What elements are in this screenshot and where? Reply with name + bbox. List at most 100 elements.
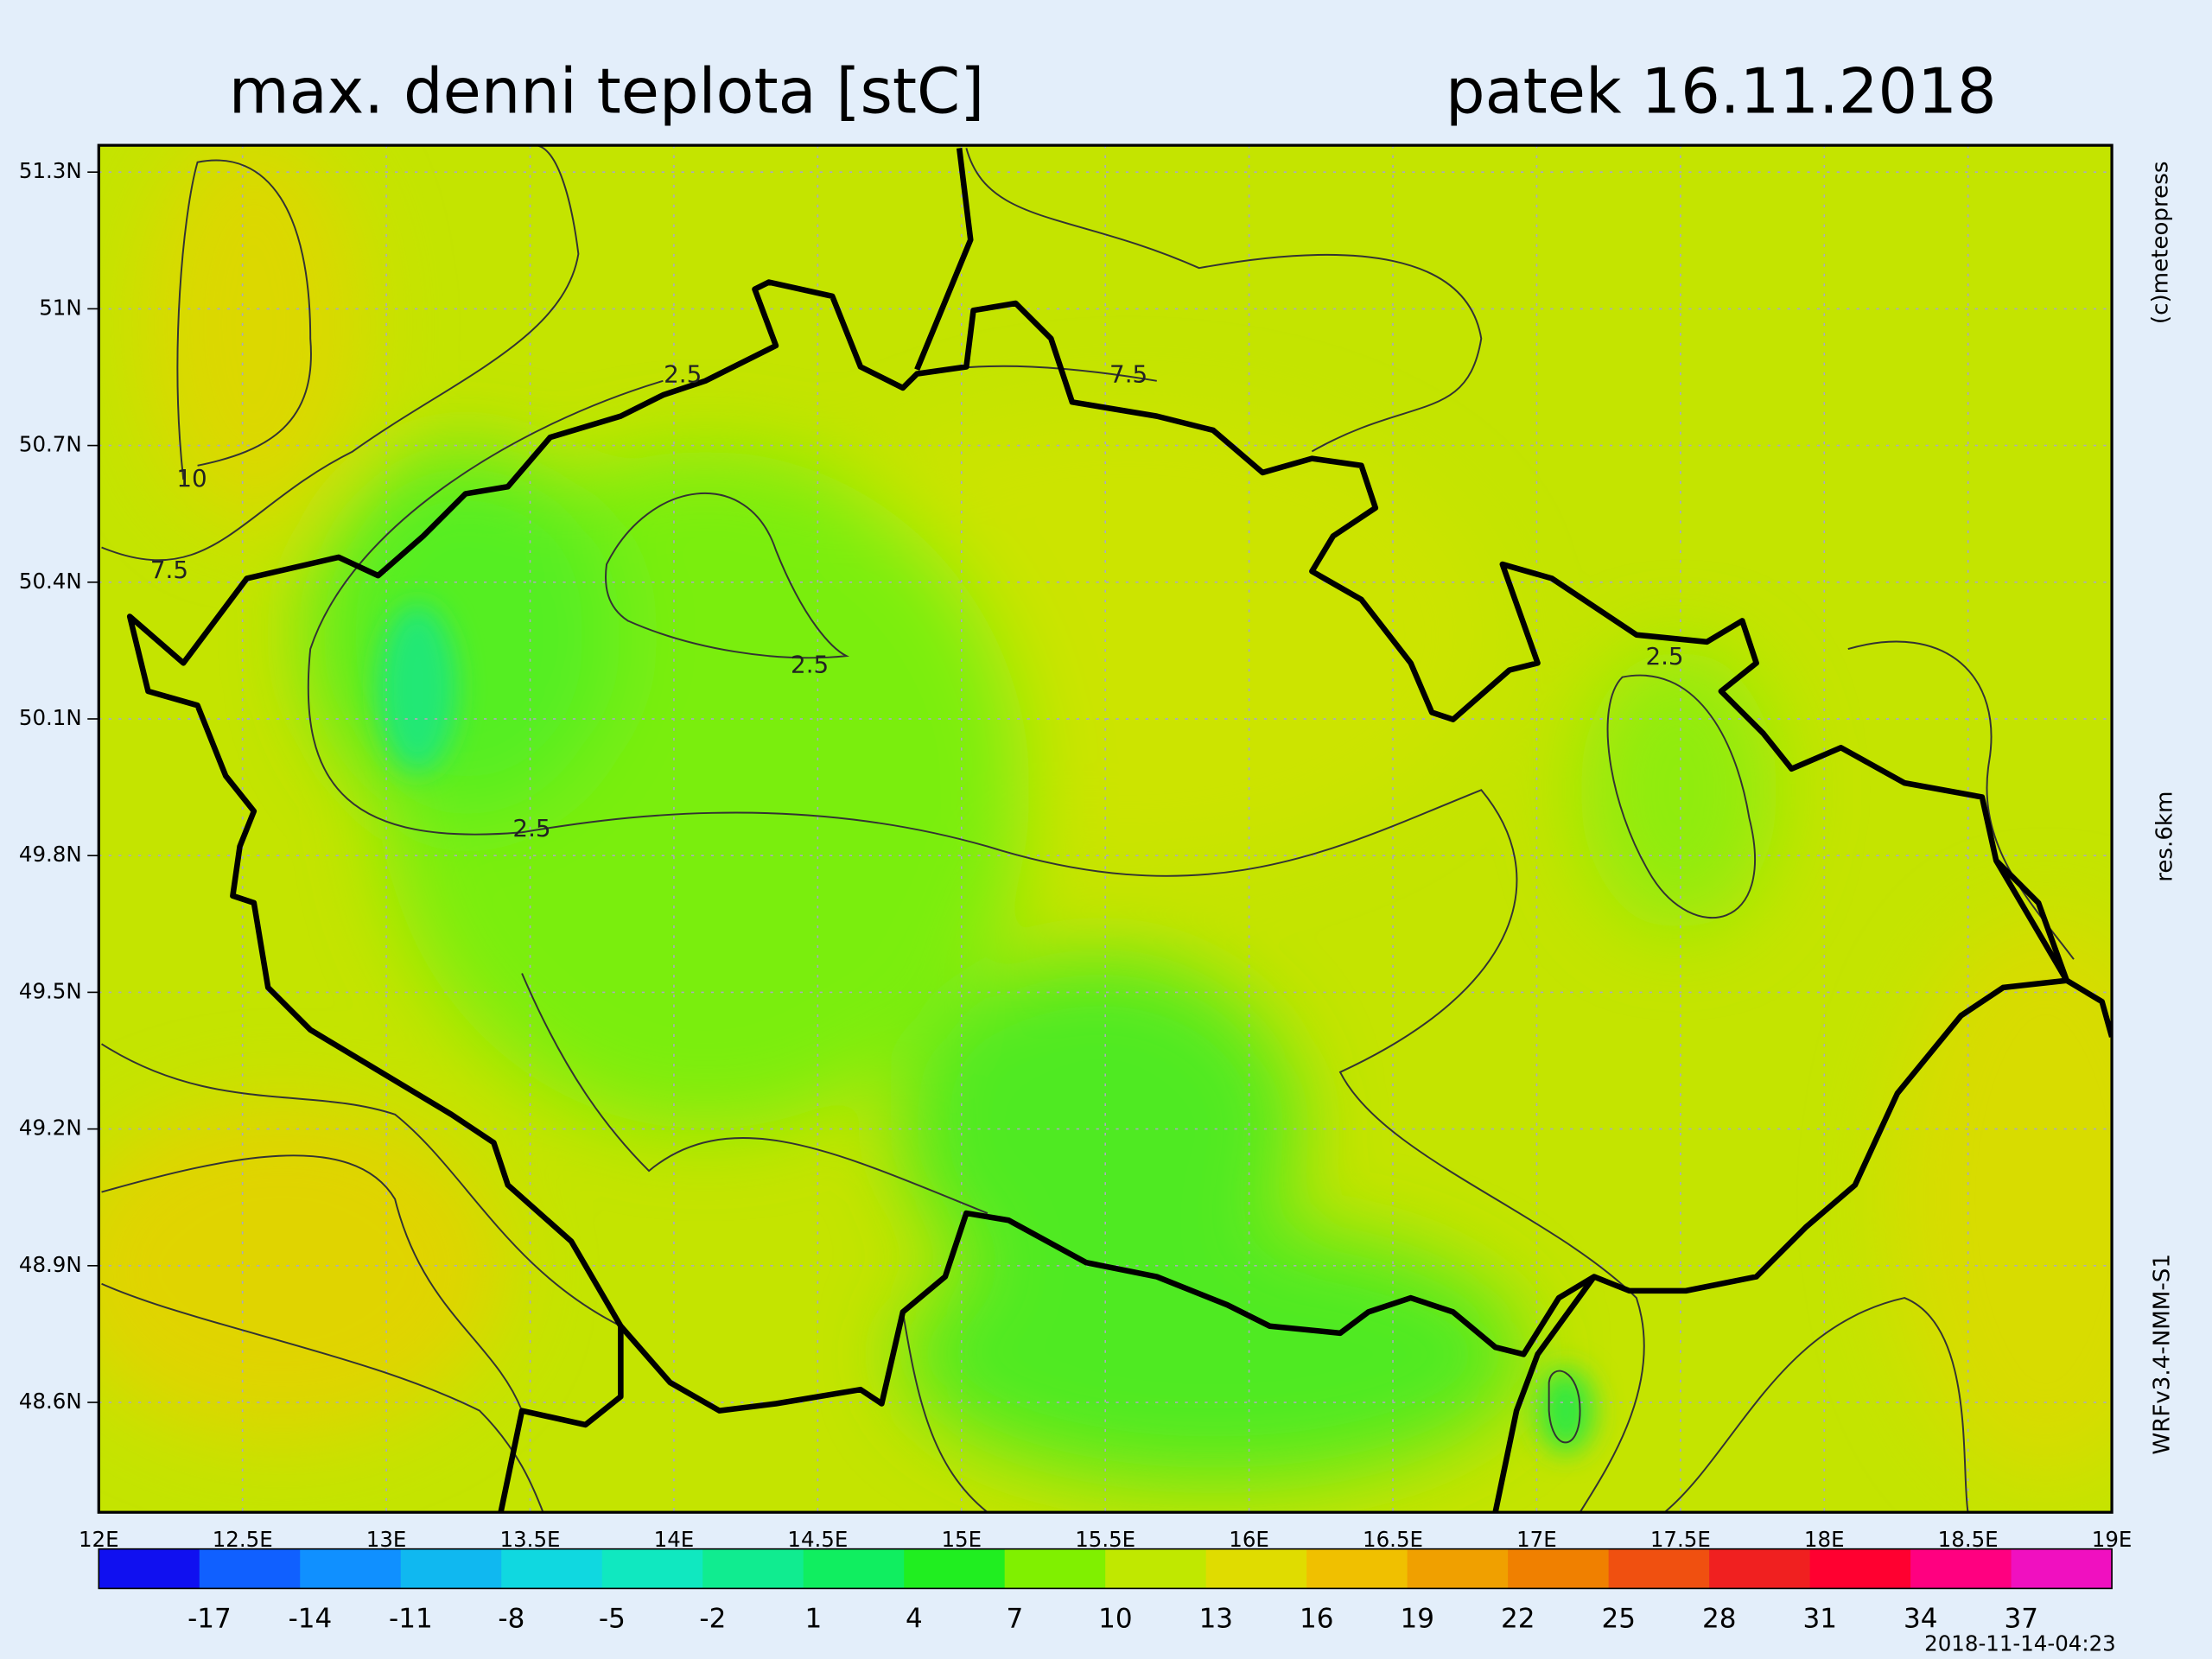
borders [126,148,2113,1513]
colorbar-label: 4 [906,1603,923,1634]
colorbar-cell [1508,1548,1610,1589]
lon-label: 17E [1516,1527,1557,1552]
lat-label: 50.1N [19,705,82,730]
model-name: WRFv3.4-NMM-S1 [2149,1254,2175,1455]
colorbar-cell [1809,1548,1911,1589]
colorbar-cell [300,1548,402,1589]
colorbar-cell [702,1548,804,1589]
contour-line [101,145,580,562]
contour-line [101,1043,621,1327]
lon-label: 13.5E [500,1527,561,1552]
colorbar-cell [400,1548,503,1589]
colorbar-label: -8 [498,1603,524,1634]
colorbar-label: 16 [1300,1603,1333,1634]
contour-label: 10 [176,464,207,493]
colorbar-cell [601,1548,704,1589]
lon-label: 18E [1804,1527,1845,1552]
temperature-field [99,145,2113,1482]
colorbar-label: -2 [699,1603,726,1634]
colorbar-label: 28 [1702,1603,1736,1634]
colorbar-cell [1306,1548,1408,1589]
lat-label: 51.3N [19,158,82,183]
colorbar-cell [1709,1548,1811,1589]
lat-label: 49.5N [19,978,82,1003]
contour-line [1847,640,2075,960]
contour-line [101,1154,523,1412]
timestamp: 2018-11-14-04:23 [1924,1631,2116,1656]
contour-label: 7.5 [150,556,188,584]
colorbar-cell [1407,1548,1509,1589]
colorbar-label: 10 [1098,1603,1132,1634]
colorbar-label: -14 [289,1603,333,1634]
contour-line [176,159,312,480]
colorbar-frame [98,1548,2113,1590]
colorbar-cell [1004,1548,1106,1589]
country-border [126,279,2070,1414]
country-border [1993,859,2113,1038]
colorbar-cell [501,1548,603,1589]
lon-label: 12.5E [213,1527,273,1552]
resolution: res.6km [2152,791,2178,882]
copyright: (c)meteopress [2148,162,2174,325]
contours [101,145,2075,1513]
lon-label: 14E [654,1527,695,1552]
lon-label: 13E [366,1527,407,1552]
contour-label: 2.5 [1645,642,1683,671]
colorbar-label: -17 [188,1603,232,1634]
colorbar-label: -11 [389,1603,433,1634]
contour-line [307,379,1645,1513]
colorbar-label: -5 [599,1603,626,1634]
contour-line [965,148,1483,453]
colorbar-cell [1105,1548,1207,1589]
contour-line [1606,674,1756,919]
lon-label: 15.5E [1075,1527,1135,1552]
lon-label: 18.5E [1938,1527,1999,1552]
colorbar-label: 31 [1803,1603,1837,1634]
contour-line [521,973,988,1214]
lat-label: 50.7N [19,432,82,457]
lon-label: 16.5E [1363,1527,1423,1552]
map-frame [97,143,2113,1514]
contour-line [901,1312,988,1513]
lon-label: 17.5E [1650,1527,1711,1552]
contour-line [605,493,850,659]
colorbar-cell [99,1548,200,1589]
lon-label: 12E [79,1527,119,1552]
contour-label: 7.5 [1109,359,1147,388]
lon-label: 14.5E [787,1527,848,1552]
map-title: max. denni teplota [stC] [229,55,984,128]
contour-line [1548,1370,1581,1444]
colorbar-cell [199,1548,302,1589]
lat-label: 48.9N [19,1252,82,1277]
lon-label: 19E [2092,1527,2133,1552]
country-border [1492,1274,1597,1513]
colorbar-label: 22 [1501,1603,1535,1634]
lat-label: 49.8N [19,842,82,867]
lon-label: 16E [1229,1527,1269,1552]
colorbar-label: 7 [1006,1603,1023,1634]
colorbar-label: 37 [2005,1603,2038,1634]
lat-label: 49.2N [19,1116,82,1141]
colorbar-cell [904,1548,1006,1589]
colorbar-label: 19 [1401,1603,1434,1634]
colorbar-cell [1910,1548,2012,1589]
contour-line [101,1282,544,1513]
contour-line [1663,1297,1969,1513]
contour-label: 2.5 [512,814,550,842]
contour-label: 2.5 [664,359,702,388]
colorbar-cell [1608,1548,1710,1589]
colorbar-cell [803,1548,906,1589]
lat-label: 50.4N [19,569,82,594]
lon-label: 15E [941,1527,982,1552]
map-area: 2.5 7.5 10 7.5 2.5 2.5 2.5 [99,145,2113,1513]
colorbar-label: 13 [1199,1603,1233,1634]
colorbar-label: 1 [804,1603,822,1634]
lat-label: 51N [39,295,81,320]
colorbar-label: 34 [1904,1603,1937,1634]
colorbar-cell [1205,1548,1307,1589]
country-border [914,148,974,372]
colorbar-cell [2011,1548,2113,1589]
country-border [498,1325,624,1513]
